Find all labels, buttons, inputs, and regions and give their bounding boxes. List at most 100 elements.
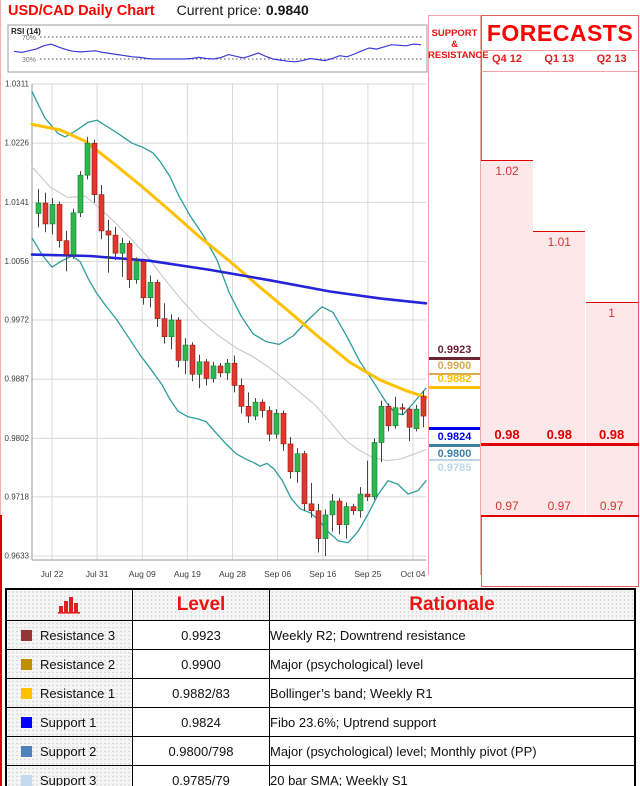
x-axis-label: Aug 28 [219,569,246,579]
candle-down [105,230,112,236]
legend-swatch-resistance-1 [21,687,32,699]
candle-down [91,142,98,195]
candle-down [231,362,238,386]
candle-down [385,406,392,427]
x-axis-label: Sep 25 [354,569,381,579]
legend-cell-support-3: Support 3 [5,765,133,786]
level-value-cell: 0.9923 [132,620,270,650]
table-row: Resistance 1 0.9882/83 Bollinger’s band; W… [5,678,636,708]
candle-up [413,408,420,429]
rationale-cell: 20 bar SMA; Weekly S1 [269,765,636,786]
forecast-current-label-q1-13: 0.98 [546,427,572,442]
legend-swatch-support-3 [21,774,32,786]
candle-up [168,319,175,338]
forecast-top-label-q2-13: 1 [608,306,615,320]
candle-up [329,500,336,516]
legend-cell-resistance-3: Resistance 3 [5,620,133,650]
rsi-lower-label: 30% [22,57,36,64]
candle-up [273,412,280,435]
x-axis-label: Sep 06 [264,569,291,579]
rsi-line [13,43,422,63]
forecast-top-label-q1-13: 1.01 [547,235,571,249]
candle-down [308,503,315,512]
level-line-0.9800 [429,444,480,447]
bar-chart-icon [57,596,80,614]
candle-down [217,365,224,374]
rationale-cell: Weekly R2; Downtrend resistance [269,620,636,650]
rsi-panel-border [7,24,428,73]
candle-down [175,319,182,361]
candle-down [203,361,210,379]
y-axis-label: 0.9802 [5,434,30,443]
forecast-range-q2-13 [585,302,638,515]
level-label-0.9824: 0.9824 [437,431,472,443]
candle-up [133,261,140,280]
level-line-0.9900 [429,373,480,375]
x-axis-label: Jul 31 [86,569,109,579]
forecast-column-divider [0,515,2,786]
forecast-current-price-line [481,443,639,446]
table-row: Support 1 0.9824 Fibo 23.6%; Uptrend suppo… [5,707,636,737]
sma-200-blue [30,253,428,305]
candle-down [420,396,427,417]
level-name: Support 1 [40,714,97,730]
rationale-cell: Major (psychological) level [269,649,636,679]
candle-up [182,344,189,361]
candle-up [77,174,84,214]
candle-down [98,194,105,232]
candle-down [140,261,147,299]
forecast-quarter-q1-13: Q1 13 [544,53,575,65]
candle-up [147,282,154,299]
forecast-floor-label-q2-13: 0.97 [599,499,624,513]
current-price-label: Current price: [176,2,262,18]
legend-swatch-support-2 [21,745,32,757]
candle-up [357,493,364,512]
level-name: Resistance 3 [40,627,116,643]
candle-up [322,514,329,539]
candle-down [350,506,357,512]
level-line-0.9923 [429,357,480,360]
forecast-current-label-q2-13: 0.98 [598,427,625,442]
level-value-cell: 0.9785/79 [132,765,270,786]
candle-down [364,493,371,498]
table-row: Resistance 3 0.9923 Weekly R2; Downtrend r… [5,620,636,650]
candle-up [392,407,399,427]
report-header: USD/CAD Daily Chart Current price: 0.9840 [8,2,438,22]
bollinger-lower-band [31,237,427,544]
candle-up [70,212,77,255]
forecasts-title: FORECASTS [486,20,634,46]
candle-down [238,385,245,407]
level-column-header: Level [132,588,270,621]
forecast-current-label-q4-12: 0.98 [494,427,520,442]
forecasts-quarter-row [481,50,639,72]
rationale-column-header: Rationale [269,588,636,621]
candle-up [210,365,217,379]
rationale-cell: Bollinger’s band; Weekly R1 [269,678,636,708]
candle-down [399,407,406,410]
y-axis-label: 1.0056 [5,257,30,266]
candle-down [126,243,133,280]
table-row: Support 3 0.9785/79 20 bar SMA; Weekly S1 [5,765,636,786]
candle-up [196,361,203,375]
candle-up [343,506,350,525]
level-name: Resistance 1 [40,685,116,701]
forecast-floor-label-q4-12: 0.97 [495,499,519,513]
x-axis-label: Oct 04 [400,569,425,579]
level-label-0.9900: 0.9900 [437,360,472,372]
legend-cell-resistance-1: Resistance 1 [5,678,133,708]
levels-table-header-row: Level Rationale [5,588,636,621]
candle-up [294,453,301,473]
legend-swatch-support-1 [21,716,32,728]
forecast-floor-line [481,515,639,517]
candle-down [336,500,343,525]
legend-swatch-resistance-2 [21,658,32,670]
candle-down [56,204,63,241]
level-label-0.9882: 0.9882 [437,373,472,385]
candle-down [406,408,413,428]
x-axis-label: Aug 19 [174,569,201,579]
level-label-0.9800: 0.9800 [437,448,472,460]
rationale-cell: Major (psychological) level; Monthly piv… [269,736,636,766]
level-name: Support 2 [40,743,97,759]
